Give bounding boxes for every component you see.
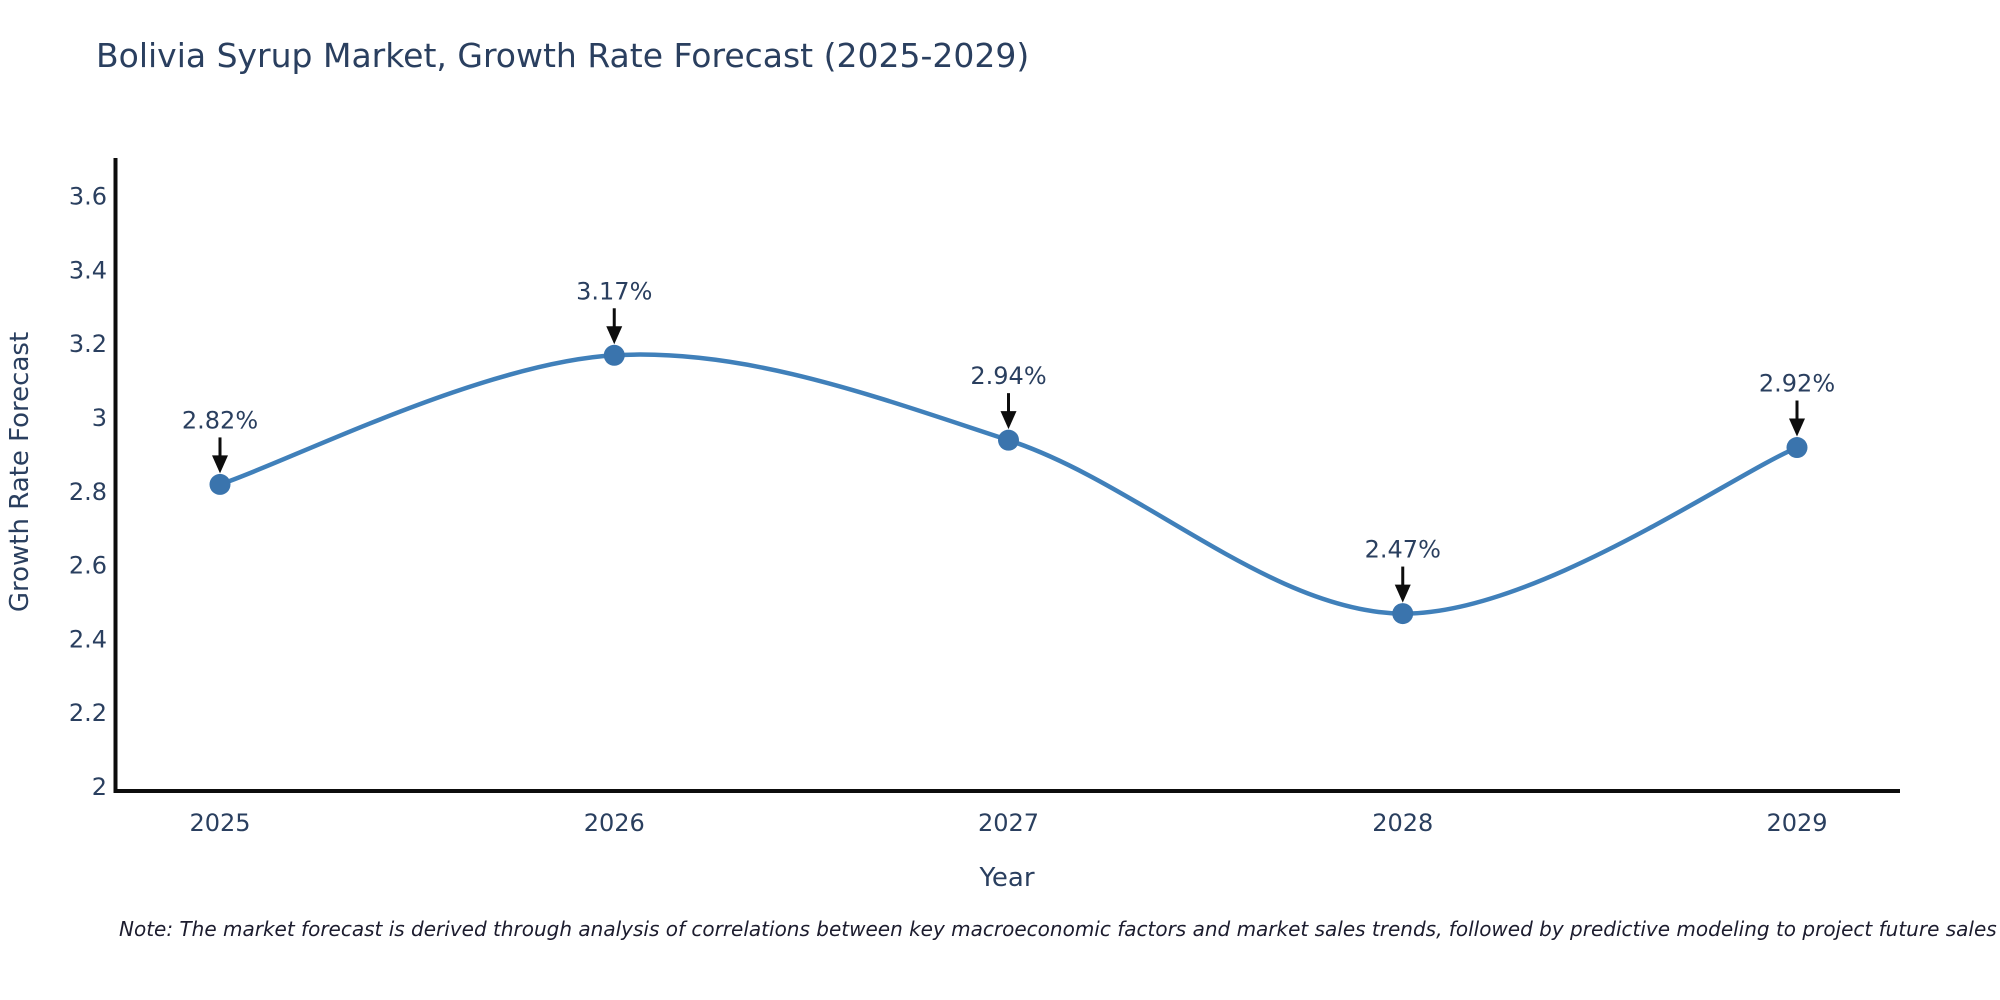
annotation-arrowhead <box>606 326 623 345</box>
x-tick-label: 2029 <box>1766 809 1827 837</box>
point-value-label: 2.92% <box>1759 370 1835 398</box>
data-point-marker <box>209 473 231 495</box>
annotation-arrowhead <box>212 455 228 474</box>
y-tick-label: 3 <box>92 404 107 432</box>
x-tick-label: 2027 <box>978 809 1039 837</box>
y-axis-title: Growth Rate Forecast <box>5 332 35 612</box>
annotation-arrowhead <box>1789 418 1805 437</box>
point-value-label: 2.47% <box>1365 536 1441 564</box>
chart-footnote: Note: The market forecast is derived thr… <box>119 917 1997 941</box>
y-tick-label: 2.2 <box>69 699 107 727</box>
data-point-marker <box>998 429 1019 451</box>
y-tick-label: 3.6 <box>69 183 107 211</box>
point-value-label: 2.82% <box>182 406 258 434</box>
point-value-label: 3.17% <box>576 277 652 305</box>
chart-title: Bolivia Syrup Market, Growth Rate Foreca… <box>96 36 1030 75</box>
annotation-arrowhead <box>1000 411 1017 430</box>
annotation-arrowhead <box>1394 584 1411 603</box>
data-point-marker <box>1786 437 1808 459</box>
y-tick-label: 2 <box>92 773 107 801</box>
x-tick-label: 2028 <box>1372 809 1433 837</box>
y-tick-label: 2.4 <box>69 625 107 653</box>
y-tick-label: 3.4 <box>69 256 107 284</box>
y-tick-label: 3.2 <box>69 330 107 358</box>
data-point-marker <box>603 344 625 366</box>
data-point-marker <box>1392 603 1414 625</box>
y-tick-label: 2.8 <box>69 478 107 506</box>
x-axis-title: Year <box>978 863 1034 893</box>
y-tick-label: 2.6 <box>69 552 107 580</box>
x-tick-label: 2025 <box>189 809 250 837</box>
point-value-label: 2.94% <box>970 362 1046 390</box>
x-tick-label: 2026 <box>584 809 645 837</box>
